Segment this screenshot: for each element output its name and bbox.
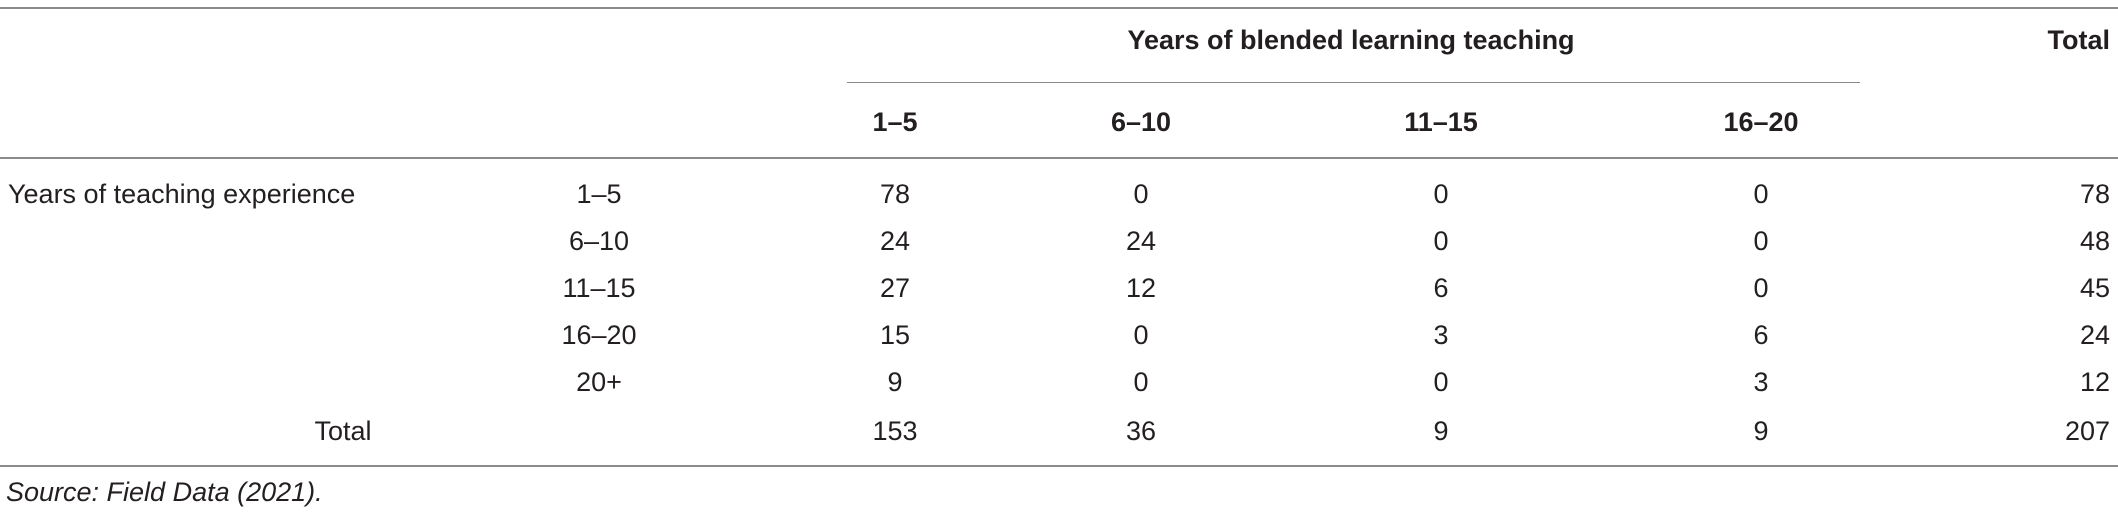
table-cell: 0 xyxy=(1753,273,1769,303)
table-cell: 3 xyxy=(1433,320,1449,350)
table-cell: 0 xyxy=(1133,367,1149,397)
table-cell: 0 xyxy=(1753,179,1769,209)
grand-total: 207 xyxy=(2064,416,2110,446)
table-cell: 3 xyxy=(1753,367,1769,397)
total-cell: 36 xyxy=(1125,416,1157,446)
table-cell: 0 xyxy=(1753,226,1769,256)
table-cell: 9 xyxy=(887,367,903,397)
column-header: 6–10 xyxy=(1110,107,1172,137)
table-cell: 27 xyxy=(879,273,911,303)
table-cell: 0 xyxy=(1133,179,1149,209)
group-header-rule xyxy=(847,82,1860,83)
row-label: 20+ xyxy=(576,367,622,397)
row-total: 24 xyxy=(2079,320,2110,350)
row-label: 16–20 xyxy=(561,320,637,350)
table-cell: 24 xyxy=(879,226,911,256)
table-cell: 0 xyxy=(1433,179,1449,209)
group-header: Years of blended learning teaching xyxy=(1127,25,1575,55)
top-rule xyxy=(0,7,2118,9)
table-cell: 15 xyxy=(879,320,911,350)
column-header: 11–15 xyxy=(1404,107,1478,137)
row-label: 1–5 xyxy=(576,179,622,209)
row-total: 12 xyxy=(2079,367,2110,397)
row-total: 45 xyxy=(2079,273,2110,303)
table-cell: 78 xyxy=(879,179,911,209)
row-label: 11–15 xyxy=(562,273,636,303)
total-cell: 9 xyxy=(1753,416,1769,446)
source-note: Source: Field Data (2021). xyxy=(6,477,323,507)
row-total: 78 xyxy=(2079,179,2110,209)
total-cell: 153 xyxy=(872,416,918,446)
table-cell: 6 xyxy=(1433,273,1449,303)
table-cell: 6 xyxy=(1753,320,1769,350)
total-header: Total xyxy=(2047,25,2111,55)
row-group-label: Years of teaching experience xyxy=(8,179,356,209)
total-cell: 9 xyxy=(1433,416,1449,446)
table-cell: 0 xyxy=(1433,226,1449,256)
row-total: 48 xyxy=(2079,226,2110,256)
table-cell: 12 xyxy=(1125,273,1157,303)
row-label: 6–10 xyxy=(568,226,630,256)
table-cell: 0 xyxy=(1133,320,1149,350)
column-header: 16–20 xyxy=(1723,107,1799,137)
table-cell: 0 xyxy=(1433,367,1449,397)
header-bottom-rule xyxy=(0,157,2118,159)
total-row-label: Total xyxy=(314,416,372,446)
column-header: 1–5 xyxy=(872,107,918,137)
table-cell: 24 xyxy=(1125,226,1157,256)
bottom-rule xyxy=(0,465,2118,467)
